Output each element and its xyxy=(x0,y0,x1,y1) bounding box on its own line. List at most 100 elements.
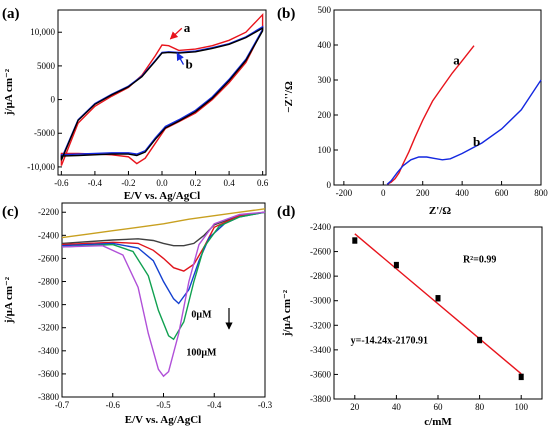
panel-c-y-tick-label: -3400 xyxy=(38,346,59,356)
panel-d-y-ticks: -3800 -3600 -3400 -3200 -3000 -2800 -2600 -2400 xyxy=(310,222,338,404)
panel-a-y-tick-label: 10,000 xyxy=(30,27,55,37)
panel-d-label: (d) xyxy=(277,204,295,220)
panel-d-x-ticks: 20 40 60 80 100 xyxy=(350,395,528,412)
panel-c-annotation-1: 100μM xyxy=(186,347,217,358)
panel-a-y-ticks: -10,000 -5000 0 5000 10,000 xyxy=(27,27,62,172)
panel-b-x-tick-label: 800 xyxy=(534,188,548,198)
panel-a-x-ticks: -0.6 -0.4 -0.2 0.0 0.2 0.4 0.6 xyxy=(54,171,269,188)
panel-a-y-tick-label: -10,000 xyxy=(27,162,55,172)
panel-c-x-ticks: -0.7 -0.6 -0.5 -0.4 -0.3 xyxy=(55,393,273,410)
panel-b-x-axis-label: Z'/Ω xyxy=(429,205,451,217)
panel-b-y-tick-label: 0 xyxy=(327,180,332,190)
panel-c-y-axis-label: j/μA cm⁻² xyxy=(3,276,15,324)
panel-c-x-tick-label: -0.3 xyxy=(258,400,273,410)
panel-d-x-tick-label: 80 xyxy=(475,402,485,412)
panel-b-y-tick-label: 100 xyxy=(318,145,332,155)
panel-c-frame xyxy=(61,202,266,398)
panel-b-x-tick-label: -200 xyxy=(336,188,353,198)
panel-c-y-tick-label: -2800 xyxy=(38,277,59,287)
panel-d-data-point xyxy=(352,238,358,244)
panel-d-fit-line xyxy=(354,233,522,375)
panel-a-annotation-arrow-1 xyxy=(176,52,185,65)
panel-c-series-layer xyxy=(61,208,266,378)
panel-a-annotation-0: a xyxy=(184,20,191,35)
panel-b-x-tick-label: 200 xyxy=(416,188,430,198)
panel-a-x-tick-label: -0.2 xyxy=(121,178,135,188)
panel-c-x-tick-label: -0.7 xyxy=(55,400,70,410)
panel-b-y-tick-label: 300 xyxy=(318,75,332,85)
panel-c-label: (c) xyxy=(2,204,19,220)
panel-d-y-tick-label: -3800 xyxy=(310,394,331,404)
panel-d-x-tick-label: 60 xyxy=(434,402,444,412)
panel-c-y-tick-label: -3800 xyxy=(38,392,59,402)
panel-c-y-ticks: -3800 -3600 -3400 -3200 -3000 -2800 -2600 -2400… xyxy=(38,207,66,402)
panel-c-x-tick-label: -0.4 xyxy=(207,400,222,410)
panel-d-annotation-0: R²=0.99 xyxy=(463,255,496,266)
panel-b-x-tick-label: 0 xyxy=(381,188,386,198)
panel-c: (c) -0.7 -0.6 -0.5 -0.4 -0.3 -3800 -3600 -3400… xyxy=(2,202,273,426)
panel-b-annotation-0: a xyxy=(453,52,460,67)
panel-a-annotations: ab xyxy=(169,20,193,72)
panel-a-annotation-1: b xyxy=(185,57,192,72)
panel-c-series-line-2 xyxy=(61,211,266,272)
panel-a-x-tick-label: 0.4 xyxy=(223,178,235,188)
panel-c-y-tick-label: -2400 xyxy=(38,230,59,240)
panel-b-y-axis-label: −Z''/Ω xyxy=(283,81,295,113)
panel-a-x-tick-label: 0.0 xyxy=(156,178,168,188)
panel-c-series-line-1 xyxy=(61,211,266,247)
panel-a-frame xyxy=(57,9,267,176)
panel-a-y-tick-label: 5000 xyxy=(37,61,56,71)
panel-c-series-line-0 xyxy=(61,208,266,239)
panel-d-y-tick-label: -2400 xyxy=(310,222,331,232)
panel-b-frame xyxy=(333,9,542,186)
panel-d-annotations: R²=0.99 y=-14.24x-2170.91 xyxy=(351,255,497,347)
panel-d-frame xyxy=(333,226,543,400)
panel-a-series-layer xyxy=(60,12,264,166)
panel-a-x-tick-label: -0.6 xyxy=(54,178,69,188)
panel-b-y-tick-label: 400 xyxy=(318,40,332,50)
panel-b-label: (b) xyxy=(277,6,295,22)
panel-b: (b) -200 0 200 400 600 800 0 100 200 300 400 500 a… xyxy=(277,5,548,217)
panel-b-x-tick-label: 400 xyxy=(455,188,469,198)
panel-b-annotations: ab xyxy=(453,52,480,149)
panel-a-series-line-1 xyxy=(60,25,264,160)
panel-b-annotation-1: b xyxy=(473,134,480,149)
panel-c-y-tick-label: -3600 xyxy=(38,369,59,379)
panel-d-y-tick-label: -3400 xyxy=(310,345,331,355)
panel-c-y-tick-label: -3200 xyxy=(38,323,59,333)
panel-d-series-layer xyxy=(352,233,524,381)
panel-a-annotation-arrow-0 xyxy=(169,27,183,40)
panel-c-x-axis-label: E/V vs. Ag/AgCl xyxy=(125,414,202,426)
panel-c-y-tick-label: -3000 xyxy=(38,300,59,310)
panel-b-series-line-0 xyxy=(386,45,475,185)
panel-a-y-tick-label: 0 xyxy=(51,95,56,105)
panel-d-data-point xyxy=(477,337,483,343)
panel-d-data-point xyxy=(393,262,399,268)
panel-a-series-line-0 xyxy=(60,12,264,166)
panel-d-y-tick-label: -2800 xyxy=(310,271,331,281)
panel-a-x-tick-label: 0.2 xyxy=(190,178,201,188)
panel-d-data-point xyxy=(518,374,524,380)
panel-d-x-tick-label: 20 xyxy=(350,402,360,412)
panel-c-y-tick-label: -2200 xyxy=(38,207,59,217)
panel-d-data-point xyxy=(435,295,441,301)
panel-c-annotation-0: 0μM xyxy=(191,309,212,320)
panel-c-series-line-4 xyxy=(61,211,266,341)
panel-d-y-axis-label: j/μA cm⁻² xyxy=(281,289,293,337)
panel-d-y-tick-label: -3200 xyxy=(310,320,331,330)
panel-a-series-line-2 xyxy=(60,27,264,161)
panel-d-x-tick-label: 40 xyxy=(392,402,402,412)
panel-a-x-tick-label: 0.6 xyxy=(257,178,269,188)
panel-a-x-axis-label: E/V vs. Ag/AgCl xyxy=(124,190,201,202)
panel-d-y-tick-label: -3000 xyxy=(310,296,331,306)
panel-b-series-line-1 xyxy=(386,79,542,185)
panel-d-annotation-1: y=-14.24x-2170.91 xyxy=(351,336,428,347)
panel-c-x-tick-label: -0.5 xyxy=(156,400,171,410)
panel-d-y-tick-label: -3600 xyxy=(310,369,331,379)
panel-a-label: (a) xyxy=(2,6,20,22)
panel-b-x-ticks: -200 0 200 400 600 800 xyxy=(336,181,548,198)
panel-b-y-ticks: 0 100 200 300 400 500 xyxy=(318,5,338,190)
panel-a-x-tick-label: -0.4 xyxy=(88,178,103,188)
panel-b-x-tick-label: 600 xyxy=(495,188,509,198)
